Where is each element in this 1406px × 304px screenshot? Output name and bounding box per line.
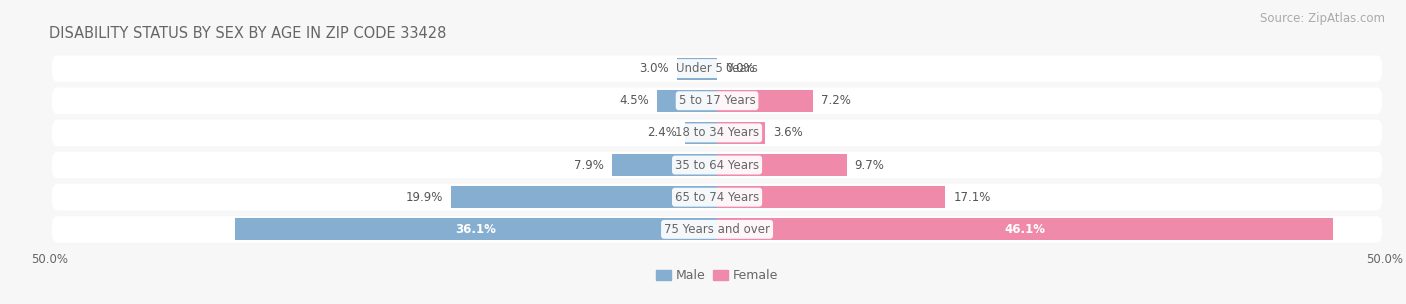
Bar bbox=[717, 186, 945, 208]
Text: 3.0%: 3.0% bbox=[640, 62, 669, 75]
Text: 7.2%: 7.2% bbox=[821, 94, 851, 107]
Text: DISABILITY STATUS BY SEX BY AGE IN ZIP CODE 33428: DISABILITY STATUS BY SEX BY AGE IN ZIP C… bbox=[49, 26, 447, 40]
Text: Source: ZipAtlas.com: Source: ZipAtlas.com bbox=[1260, 12, 1385, 25]
FancyBboxPatch shape bbox=[52, 120, 1382, 146]
Text: 3.6%: 3.6% bbox=[773, 126, 803, 139]
Text: 9.7%: 9.7% bbox=[855, 159, 884, 171]
Bar bbox=[717, 154, 846, 176]
Text: 0.0%: 0.0% bbox=[725, 62, 755, 75]
Text: 36.1%: 36.1% bbox=[456, 223, 496, 236]
Bar bbox=[717, 122, 765, 144]
FancyBboxPatch shape bbox=[52, 216, 1382, 243]
FancyBboxPatch shape bbox=[52, 152, 1382, 178]
Bar bbox=[678, 58, 717, 80]
FancyBboxPatch shape bbox=[52, 55, 1382, 82]
Bar bbox=[717, 218, 1333, 240]
Text: 18 to 34 Years: 18 to 34 Years bbox=[675, 126, 759, 139]
Text: Under 5 Years: Under 5 Years bbox=[676, 62, 758, 75]
Bar bbox=[451, 186, 717, 208]
Bar bbox=[685, 122, 717, 144]
Text: 65 to 74 Years: 65 to 74 Years bbox=[675, 191, 759, 204]
Bar bbox=[235, 218, 717, 240]
Text: 7.9%: 7.9% bbox=[574, 159, 603, 171]
Text: 35 to 64 Years: 35 to 64 Years bbox=[675, 159, 759, 171]
Bar bbox=[657, 90, 717, 112]
Text: 75 Years and over: 75 Years and over bbox=[664, 223, 770, 236]
Text: 19.9%: 19.9% bbox=[406, 191, 443, 204]
Bar bbox=[717, 90, 813, 112]
Text: 2.4%: 2.4% bbox=[647, 126, 678, 139]
Text: 4.5%: 4.5% bbox=[619, 94, 650, 107]
Bar bbox=[612, 154, 717, 176]
FancyBboxPatch shape bbox=[52, 88, 1382, 114]
FancyBboxPatch shape bbox=[52, 184, 1382, 210]
Legend: Male, Female: Male, Female bbox=[651, 264, 783, 287]
Text: 46.1%: 46.1% bbox=[1004, 223, 1046, 236]
Text: 17.1%: 17.1% bbox=[953, 191, 991, 204]
Text: 5 to 17 Years: 5 to 17 Years bbox=[679, 94, 755, 107]
